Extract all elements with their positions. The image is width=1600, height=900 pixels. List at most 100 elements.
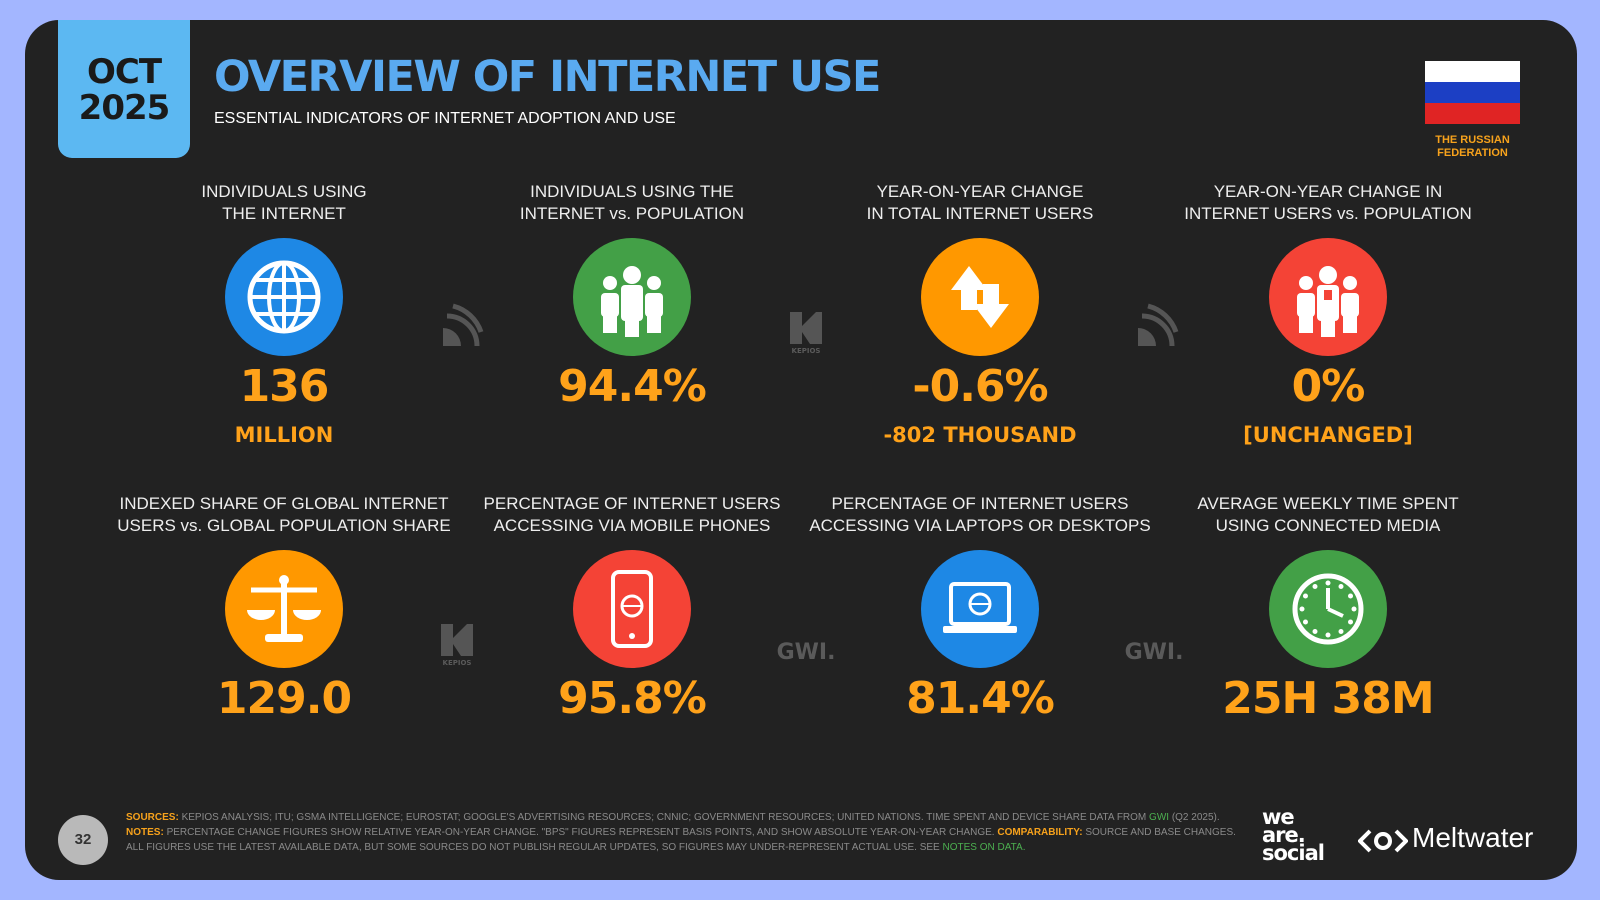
tile-label: PERCENTAGE OF INTERNET USERS bbox=[483, 494, 781, 513]
leg bbox=[603, 313, 617, 333]
base bbox=[265, 634, 303, 642]
tile-value: 0% bbox=[1291, 361, 1366, 412]
tile-label: INDEXED SHARE OF GLOBAL INTERNET bbox=[119, 494, 449, 513]
kepios-mark bbox=[790, 312, 822, 344]
tile-label: USERS vs. GLOBAL POPULATION SHARE bbox=[117, 516, 451, 535]
tick-dot bbox=[1302, 619, 1308, 625]
pan bbox=[247, 610, 275, 620]
head bbox=[647, 276, 661, 290]
head bbox=[1319, 266, 1337, 284]
tile: INDIVIDUALS USING THE INTERNET vs. POPULA… bbox=[442, 181, 822, 412]
tile-label: AVERAGE WEEKLY TIME SPENT bbox=[1197, 494, 1459, 513]
year: 2025 bbox=[78, 88, 171, 128]
body bbox=[1297, 293, 1315, 317]
tile: PERCENTAGE OF INTERNET USERS ACCESSING VI… bbox=[442, 493, 822, 724]
head bbox=[603, 276, 617, 290]
pan bbox=[293, 610, 321, 620]
pivot bbox=[279, 575, 289, 585]
kepios-badge bbox=[790, 312, 822, 344]
body bbox=[601, 293, 619, 317]
datareportal-badge bbox=[1138, 303, 1179, 347]
tile: INDIVIDUALS USING THE INTERNET 136 MILLION bbox=[94, 181, 474, 447]
icon bbox=[921, 550, 1039, 668]
phone bbox=[611, 570, 653, 648]
body bbox=[645, 293, 663, 317]
meltwater-icon bbox=[1358, 829, 1408, 853]
page-number: 32 bbox=[58, 815, 108, 865]
icon bbox=[573, 238, 691, 356]
arrow-up bbox=[951, 266, 987, 310]
icon-circle bbox=[573, 550, 691, 668]
tile-sublabel: MILLION bbox=[234, 423, 334, 447]
tile-value: 81.4% bbox=[906, 673, 1055, 724]
tick-dot bbox=[1351, 606, 1357, 612]
flag-label: THE RUSSIAN bbox=[1435, 134, 1510, 146]
tile: YEAR-ON-YEAR CHANGE IN INTERNET USERS vs.… bbox=[1138, 181, 1518, 447]
badge-arc bbox=[452, 303, 484, 333]
badge-arc bbox=[1138, 328, 1156, 346]
body bbox=[1317, 285, 1339, 321]
icon bbox=[1269, 238, 1387, 356]
sources-date: (Q2 2025). bbox=[1171, 812, 1220, 823]
flag-label: FEDERATION bbox=[1437, 147, 1508, 159]
icon bbox=[225, 550, 343, 668]
kepios-badge bbox=[441, 624, 473, 656]
tile-value: 136 bbox=[239, 361, 330, 412]
kepios-mark bbox=[441, 624, 473, 656]
clock bbox=[1292, 573, 1364, 645]
comparability-label: COMPARABILITY: bbox=[997, 827, 1083, 838]
tick-dot bbox=[1325, 632, 1331, 638]
tile-label: THE INTERNET bbox=[222, 204, 346, 223]
date-tab: OCT 2025 bbox=[58, 20, 190, 158]
logo-line: we bbox=[1262, 805, 1295, 829]
month: OCT bbox=[86, 52, 162, 92]
datareportal-badge bbox=[443, 303, 484, 347]
notes-label: NOTES: bbox=[126, 827, 164, 838]
leg bbox=[1321, 313, 1335, 337]
leg bbox=[625, 313, 639, 337]
body bbox=[1341, 293, 1359, 317]
tile: INDEXED SHARE OF GLOBAL INTERNET USERS vs… bbox=[94, 493, 474, 724]
tile-label: INDIVIDUALS USING bbox=[201, 182, 367, 201]
leg bbox=[1343, 313, 1357, 333]
home-button bbox=[629, 633, 635, 639]
icon-circle bbox=[921, 550, 1039, 668]
notes-text: PERCENTAGE CHANGE FIGURES SHOW RELATIVE … bbox=[166, 827, 995, 838]
tick-dot bbox=[1348, 593, 1354, 599]
icon bbox=[1269, 550, 1387, 668]
gwi-label: GWI. bbox=[776, 640, 836, 665]
icon bbox=[921, 238, 1039, 356]
logo-line: are. bbox=[1262, 823, 1306, 847]
sources-label: SOURCES: bbox=[126, 812, 179, 823]
tile-label: INTERNET vs. POPULATION bbox=[519, 204, 745, 223]
comparability-text: SOURCE AND BASE CHANGES. ALL FIGURES USE… bbox=[126, 827, 1236, 853]
mark bbox=[1324, 290, 1332, 300]
tick-dot bbox=[1348, 619, 1354, 625]
sources-text: KEPIOS ANALYSIS; ITU; GSMA INTELLIGENCE;… bbox=[181, 812, 1147, 823]
tile-value: 25H 38M bbox=[1222, 673, 1434, 724]
tick-dot bbox=[1325, 580, 1331, 586]
tick-dot bbox=[1312, 629, 1318, 635]
icon bbox=[573, 550, 691, 668]
head bbox=[1343, 276, 1357, 290]
kepios-label: KEPIOS bbox=[791, 347, 821, 355]
tick-dot bbox=[1338, 629, 1344, 635]
ring bbox=[1374, 832, 1392, 850]
gwi-link[interactable]: GWI bbox=[1149, 812, 1170, 823]
subtitle: ESSENTIAL INDICATORS OF INTERNET ADOPTIO… bbox=[214, 110, 676, 127]
footnotes: SOURCES: KEPIOS ANALYSIS; ITU; GSMA INTE… bbox=[126, 810, 1236, 855]
icon-circle bbox=[921, 238, 1039, 356]
tile-label: INDIVIDUALS USING THE bbox=[530, 182, 734, 201]
tile-value: 95.8% bbox=[558, 673, 707, 724]
head bbox=[623, 266, 641, 284]
title: OVERVIEW OF INTERNET USE bbox=[214, 52, 881, 102]
notes-link[interactable]: NOTES ON DATA. bbox=[942, 842, 1026, 853]
flag-stripe bbox=[1425, 61, 1520, 82]
keyboard bbox=[943, 626, 1017, 633]
kepios-label: KEPIOS bbox=[442, 659, 472, 667]
we-are-social-logo: we are. social bbox=[1262, 805, 1325, 864]
tile-value: 94.4% bbox=[558, 361, 707, 412]
meltwater-logo: Meltwater bbox=[1412, 822, 1534, 853]
tile-label: IN TOTAL INTERNET USERS bbox=[866, 204, 1094, 223]
